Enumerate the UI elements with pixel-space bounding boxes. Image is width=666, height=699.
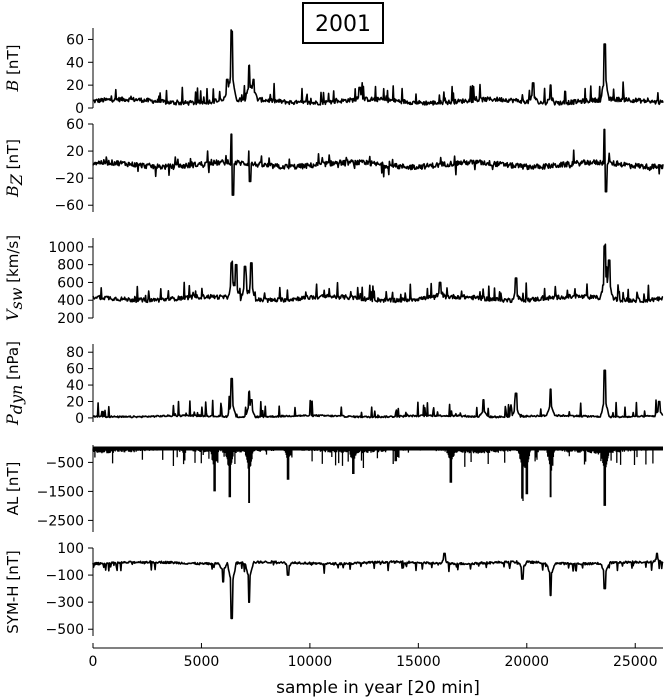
y-axis-label: Pdyn [nPa] [3, 341, 26, 426]
x-tick-label: 10000 [288, 654, 333, 670]
series-line [92, 552, 664, 620]
y-label-symbol: B [3, 185, 22, 198]
y-tick-label: 60 [66, 32, 84, 48]
x-tick-label: 5000 [184, 654, 220, 670]
y-tick-label: −2500 [37, 513, 84, 529]
y-label-symbol: P [3, 414, 22, 426]
y-tick-label: 200 [57, 311, 84, 327]
y-tick-label: 1000 [48, 240, 84, 256]
y-tick-label: 80 [66, 345, 84, 361]
y-tick-label: −300 [46, 595, 84, 611]
series-line [92, 29, 664, 106]
series-line [92, 243, 664, 304]
x-tick-label: 20000 [505, 654, 550, 670]
y-tick-label: 0 [75, 101, 84, 117]
y-label-subscript: sw [7, 287, 26, 309]
title-text: 2001 [315, 12, 371, 37]
panel-6: 100 −100 −300 −500 SYM-H [nT] [4, 541, 664, 638]
panel-2: −60 −20 20 60 BZ [nT] [3, 117, 664, 214]
y-tick-label: −500 [46, 622, 84, 638]
y-tick-label: 60 [66, 362, 84, 378]
x-axis-label: sample in year [20 min] [276, 678, 480, 698]
y-label-subscript: Z [7, 173, 26, 186]
y-label-subscript: dyn [7, 385, 26, 415]
y-tick-label: 20 [66, 394, 84, 410]
title-frame [302, 2, 384, 44]
panel-1: 0 20 40 60 B [nT] [3, 28, 664, 117]
y-tick-label: −500 [46, 455, 84, 471]
y-label-unit: [nT] [4, 45, 22, 80]
y-tick-label: 100 [57, 541, 84, 557]
y-tick-label: 40 [66, 55, 84, 71]
y-tick-label: 800 [57, 258, 84, 274]
y-tick-label: 20 [66, 144, 84, 160]
y-tick-label: −100 [46, 568, 84, 584]
title-box: 2001 [302, 2, 384, 44]
y-tick-label: −1500 [37, 484, 84, 500]
y-label-unit: [km/s] [4, 235, 22, 288]
y-tick-label: 60 [66, 117, 84, 133]
series-line [92, 369, 664, 419]
y-tick-label: 40 [66, 378, 84, 394]
series-bars [92, 448, 662, 506]
x-tick-label: 25000 [613, 654, 658, 670]
y-tick-label: −20 [54, 171, 84, 187]
y-axis-label: AL [nT] [4, 462, 22, 516]
x-axis: 0 5000 10000 15000 20000 25000 [89, 643, 663, 670]
y-axis-label: BZ [nT] [3, 139, 26, 198]
y-tick-label: 600 [57, 275, 84, 291]
y-tick-label: 0 [75, 411, 84, 427]
y-tick-label: 400 [57, 293, 84, 309]
x-tick-label: 0 [89, 654, 98, 670]
y-label-symbol: V [3, 308, 22, 321]
y-tick-label: −60 [54, 198, 84, 214]
y-label-unit: [nPa] [4, 341, 22, 385]
y-tick-label: 20 [66, 78, 84, 94]
y-axis-label: SYM-H [nT] [4, 550, 22, 633]
series-line [92, 128, 664, 196]
y-label-symbol: B [3, 79, 22, 92]
y-label-unit: [nT] [4, 139, 22, 174]
y-axis-label: Vsw [km/s] [3, 235, 26, 321]
panel-5: −500 −1500 −2500 AL [nT] [4, 445, 663, 532]
y-axis-label: B [nT] [3, 45, 22, 93]
x-tick-label: 15000 [396, 654, 441, 670]
